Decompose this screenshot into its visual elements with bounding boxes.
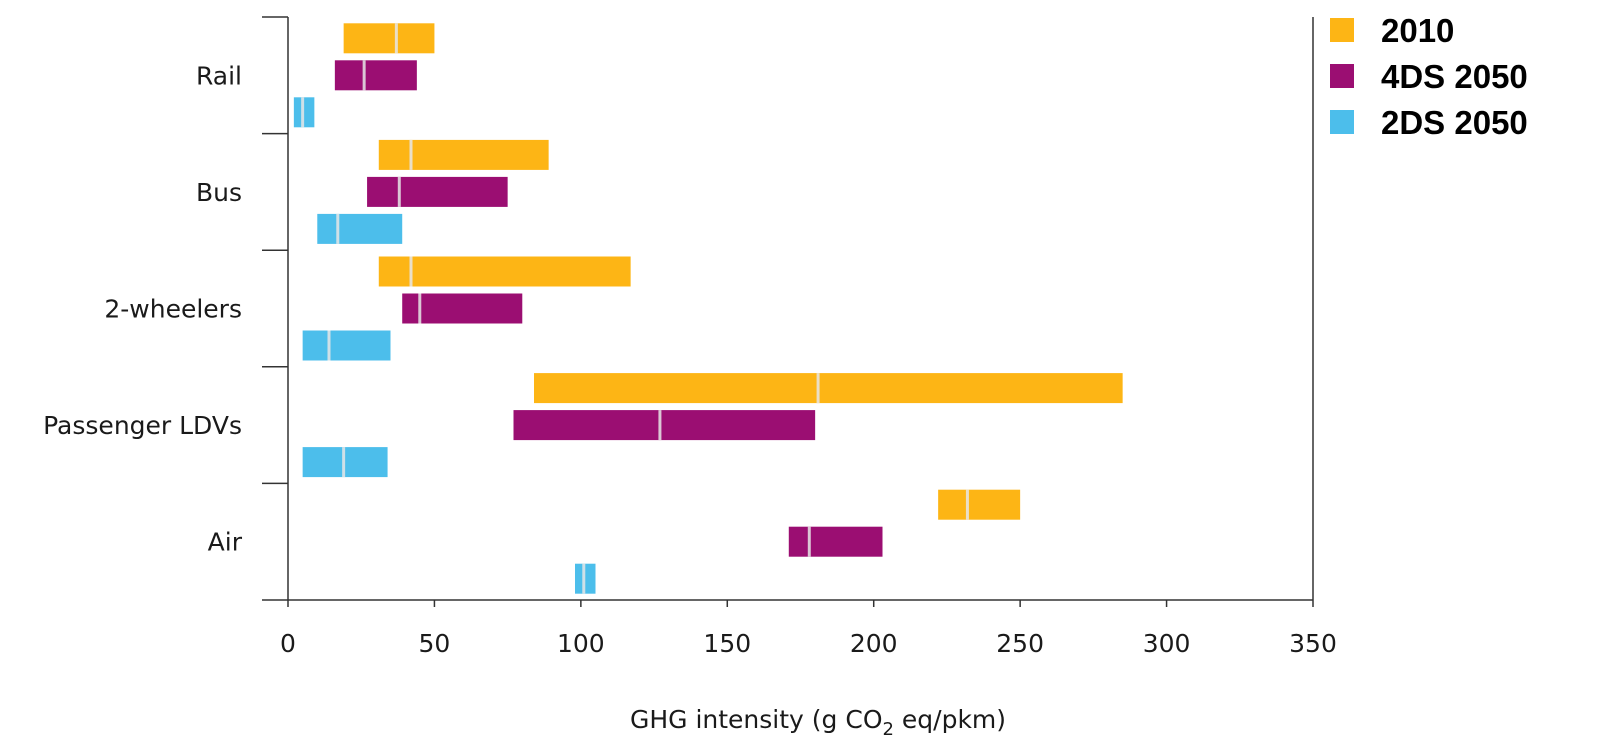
category-label: 2-wheelers bbox=[104, 295, 242, 324]
legend: 2010 4DS 2050 2DS 2050 bbox=[1330, 12, 1528, 141]
x-tick-label: 300 bbox=[1143, 629, 1191, 658]
range-bar bbox=[378, 139, 549, 170]
legend-label: 4DS 2050 bbox=[1381, 58, 1528, 95]
range-bar bbox=[367, 176, 508, 207]
range-bar bbox=[343, 23, 435, 54]
x-tick-label: 100 bbox=[557, 629, 605, 658]
x-tick-label: 0 bbox=[280, 629, 296, 658]
range-bar bbox=[334, 60, 417, 91]
category-label: Bus bbox=[196, 178, 242, 207]
range-bar bbox=[402, 293, 523, 324]
range-bar bbox=[534, 373, 1123, 404]
range-bar bbox=[513, 410, 816, 441]
range-bar bbox=[378, 256, 631, 287]
legend-label: 2DS 2050 bbox=[1381, 104, 1528, 141]
range-bar bbox=[302, 330, 391, 361]
x-tick-label: 50 bbox=[419, 629, 451, 658]
legend-swatch bbox=[1330, 64, 1354, 88]
category-label: Passenger LDVs bbox=[43, 411, 242, 440]
range-bar bbox=[938, 489, 1021, 520]
legend-label: 2010 bbox=[1381, 12, 1454, 49]
range-bar bbox=[317, 213, 403, 244]
x-axis-title: GHG intensity (g CO2 eq/pkm) bbox=[630, 705, 1006, 740]
x-tick-label: 350 bbox=[1289, 629, 1337, 658]
x-tick-label: 150 bbox=[703, 629, 751, 658]
x-tick-label: 200 bbox=[850, 629, 898, 658]
legend-swatch bbox=[1330, 18, 1354, 42]
axes: 0 50 100 150 200 250 300 350 Rail Bus 2-wheelers Pa… bbox=[43, 16, 1337, 658]
range-bars bbox=[293, 23, 1123, 594]
category-label: Air bbox=[208, 528, 243, 557]
legend-swatch bbox=[1330, 110, 1354, 134]
category-label: Rail bbox=[196, 61, 242, 90]
x-tick-label: 250 bbox=[996, 629, 1044, 658]
range-bar bbox=[788, 526, 883, 557]
